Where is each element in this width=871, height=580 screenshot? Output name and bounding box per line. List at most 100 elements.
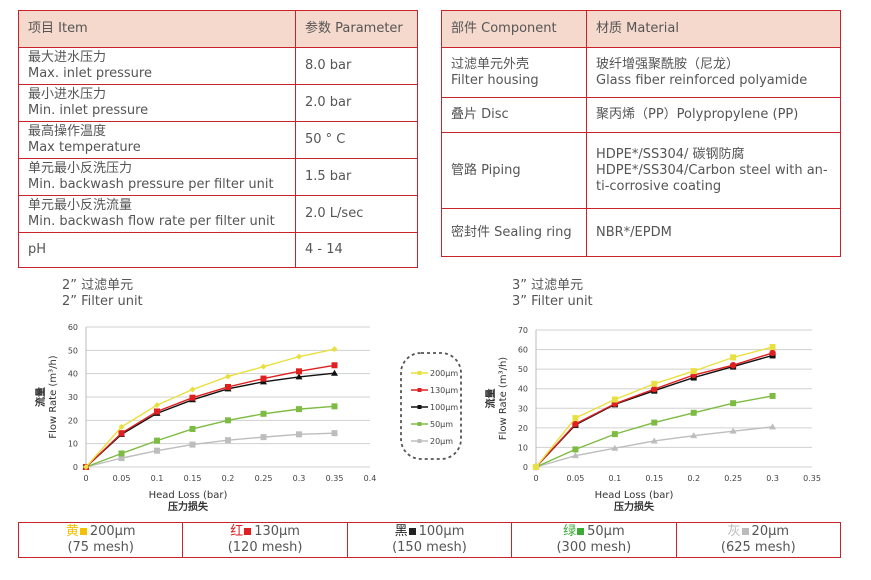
x-tick-label: 0.25 — [255, 474, 273, 483]
color-swatch — [577, 528, 585, 535]
data-point — [729, 362, 737, 369]
chart2-title: 3” 过滤单元 3” Filter unit — [512, 278, 593, 310]
data-point — [260, 375, 267, 382]
spec-label: 最高操作温度 Max temperature — [18, 121, 296, 159]
legend-marker — [417, 405, 422, 409]
size-label: 50μm — [587, 524, 625, 539]
label-en: Min. backwash flow rate per filter unit — [28, 214, 275, 229]
color-name: 黄 — [65, 524, 79, 539]
spec-label: 最大进水压力 Max. inlet pressure — [18, 47, 296, 85]
legend-label: 130μm — [430, 386, 458, 395]
label-en: Max temperature — [28, 140, 141, 155]
x-tick-label: 0.1 — [608, 474, 621, 483]
y-tick-label: 0 — [73, 463, 78, 472]
component-cell: 密封件 Sealing ring — [441, 208, 587, 257]
data-point — [331, 346, 338, 353]
x-tick-label: 0.2 — [687, 474, 700, 483]
data-point — [769, 349, 776, 357]
label-en: Min. inlet pressure — [28, 103, 149, 118]
data-point — [189, 386, 196, 393]
material-cell: 玻纤增强聚酰胺（尼龙） Glass fiber reinforced polyam… — [586, 47, 841, 98]
y-tick-label: 70 — [518, 326, 528, 335]
y-tick-label: 30 — [518, 404, 528, 413]
y-tick-label: 50 — [518, 365, 528, 374]
y-tick-label: 10 — [68, 440, 78, 449]
material-zh: 玻纤增强聚酰胺（尼龙） — [596, 56, 740, 72]
data-point — [650, 437, 658, 444]
data-point — [225, 437, 231, 444]
mesh-size: 红 130μm — [183, 524, 346, 540]
header-parameter: 参数 Parameter — [295, 10, 418, 48]
size-label: 20μm — [751, 524, 790, 539]
series-line — [85, 372, 335, 468]
y-axis-label: Flow Rate (m³/h) — [498, 357, 509, 440]
data-point — [533, 464, 539, 470]
data-point — [729, 427, 737, 434]
x-tick-label: 0.35 — [326, 474, 344, 483]
series-line — [85, 348, 335, 468]
x-tick-label: 0.4 — [364, 474, 377, 483]
data-point — [730, 400, 737, 407]
data-point — [260, 410, 267, 417]
material-cell: NBR*/EPDM — [586, 208, 841, 257]
data-point — [260, 434, 267, 441]
x-tick-label: 0.05 — [567, 474, 585, 483]
legend-marker — [417, 371, 422, 375]
title-en: 3” Filter unit — [512, 294, 593, 309]
legend-label: 100μm — [430, 403, 458, 412]
spec-value: 50 ° C — [295, 121, 418, 159]
data-point — [331, 430, 338, 437]
y-tick-label: 0 — [523, 463, 528, 472]
legend-border — [400, 352, 462, 460]
data-point — [611, 396, 618, 403]
label-zh: 单元最小反洗压力 — [28, 161, 133, 176]
series-line — [85, 405, 335, 468]
x-tick-label: 0.05 — [113, 474, 131, 483]
mesh-label: (150 mesh) — [392, 540, 467, 555]
x-axis-label-zh: 压力损失 — [614, 500, 655, 513]
series-line — [535, 354, 773, 468]
color-name: 绿 — [563, 524, 577, 539]
data-point — [189, 425, 196, 432]
material-line: HDPE*/SS304/Carbon steel with an- — [596, 162, 828, 178]
mesh-cell: 黑 100μm (150 mesh) — [346, 522, 513, 558]
spec-value: 2.0 L/sec — [295, 195, 418, 233]
mesh-cell: 红 130μm (120 mesh) — [182, 522, 348, 558]
x-axis-label: Head Loss (bar) — [595, 490, 674, 501]
data-point — [118, 450, 125, 457]
x-tick-label: 0.15 — [184, 474, 202, 483]
data-point — [331, 403, 338, 410]
series-line — [85, 432, 335, 468]
data-point — [769, 392, 776, 399]
spec-value: 4 - 14 — [295, 232, 418, 268]
legend-label: 50μm — [430, 420, 453, 429]
title-zh: 3” 过滤单元 — [512, 278, 584, 293]
x-tick-label: 0 — [533, 474, 538, 483]
data-point — [83, 464, 89, 470]
data-point — [296, 353, 302, 360]
data-point — [690, 409, 697, 416]
material-line: HDPE*/SS304/ 碳钢防腐 — [596, 146, 745, 162]
color-swatch — [408, 528, 416, 535]
material-cell: HDPE*/SS304/ 碳钢防腐 HDPE*/SS304/Carbon stee… — [586, 132, 841, 209]
label-zh: 最小进水压力 — [28, 87, 107, 102]
y-tick-label: 60 — [68, 323, 78, 332]
component-en: Filter housing — [451, 72, 539, 88]
size-label: 200μm — [89, 524, 136, 539]
mesh-cell: 黄 200μm (75 mesh) — [17, 522, 184, 558]
data-point — [651, 385, 658, 393]
color-name: 灰 — [727, 524, 741, 539]
data-point — [154, 447, 160, 454]
color-name: 红 — [230, 524, 244, 539]
data-point — [331, 369, 338, 376]
chart1-title: 2” 过滤单元 2” Filter unit — [62, 278, 143, 310]
data-point — [118, 423, 125, 430]
label-en: Min. backwash pressure per filter unit — [28, 177, 274, 192]
y-tick-label: 50 — [68, 346, 78, 355]
mesh-label: (120 mesh) — [227, 540, 303, 555]
size-label: 130μm — [254, 524, 300, 539]
label-zh: 最大进水压力 — [28, 50, 107, 65]
data-point — [769, 344, 776, 351]
data-point — [154, 402, 160, 409]
